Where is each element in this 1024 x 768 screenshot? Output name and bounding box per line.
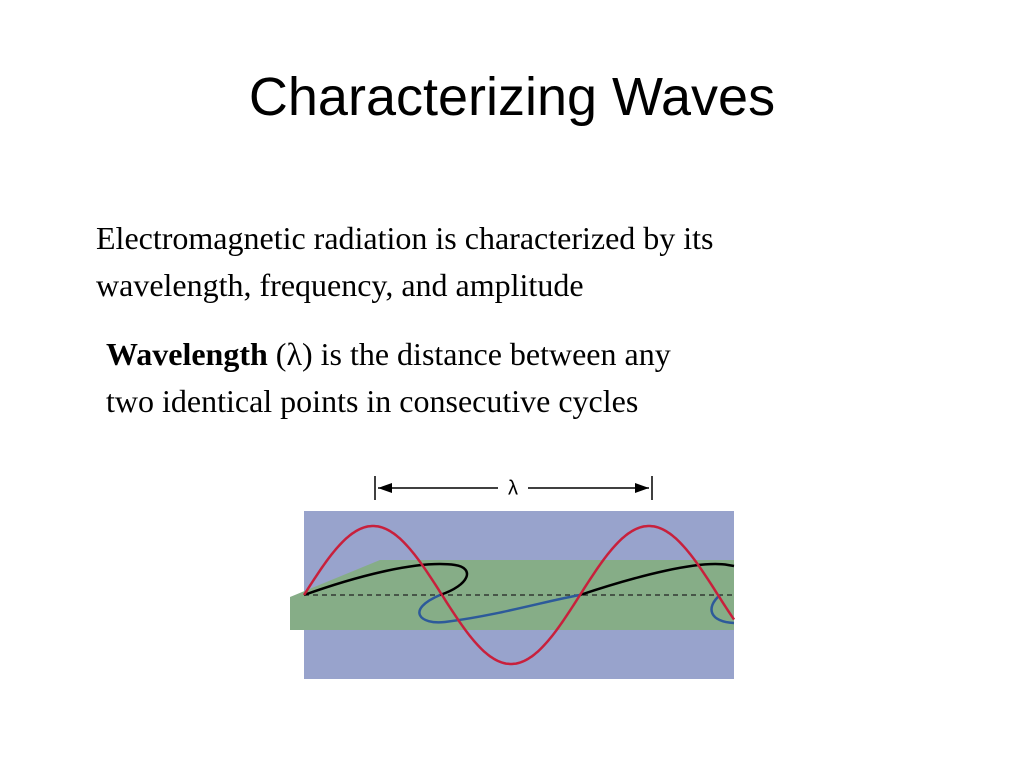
text-line: Electromagnetic radiation is characteriz… bbox=[96, 220, 714, 256]
text: (λ) is the distance between any bbox=[267, 336, 671, 372]
text-line: Wavelength (λ) is the distance between a… bbox=[106, 334, 671, 374]
arrowhead bbox=[378, 483, 392, 493]
wave-blue bbox=[710, 594, 735, 625]
wavelength-label: λ bbox=[508, 477, 518, 499]
text-line: two identical points in consecutive cycl… bbox=[106, 383, 639, 419]
wave-black bbox=[579, 562, 735, 597]
text-line: wavelength, frequency, and amplitude bbox=[96, 267, 584, 303]
slide-title: Characterizing Waves bbox=[248, 67, 776, 127]
term: Wavelength bbox=[106, 336, 268, 372]
wave-blue bbox=[418, 593, 581, 624]
arrowhead bbox=[635, 483, 649, 493]
wave-black bbox=[303, 562, 469, 597]
wave-red bbox=[302, 524, 736, 666]
